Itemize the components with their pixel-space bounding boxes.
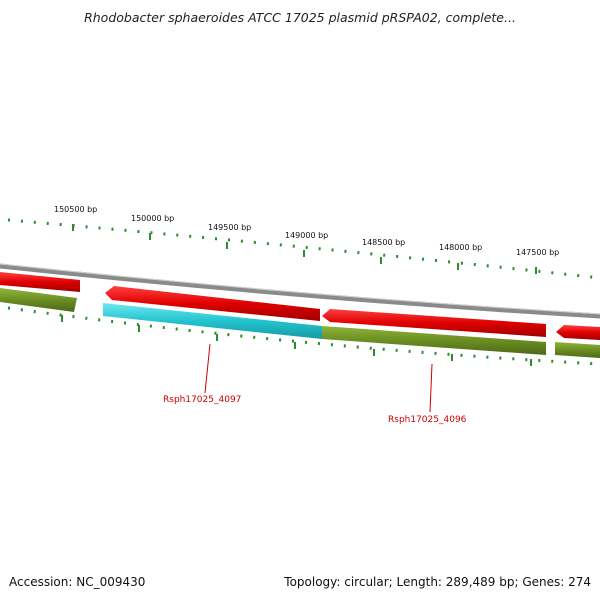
reverse-strand-genes (0, 288, 600, 358)
scale-label-147500: 147500 bp (516, 248, 559, 257)
accession-text: Accession: NC_009430 (9, 575, 146, 589)
map-title: Rhodobacter sphaeroides ATCC 17025 plasm… (84, 10, 516, 25)
gene-forward-1[interactable] (105, 286, 320, 321)
scale-label-150500: 150500 bp (54, 205, 97, 214)
scale-label-148500: 148500 bp (362, 238, 405, 247)
backbone-ring (0, 263, 600, 319)
forward-strand-genes (0, 272, 600, 340)
gene-forward-left[interactable] (0, 272, 80, 292)
leader-line-4096 (429, 363, 433, 413)
gene-rsph17025-4096[interactable] (322, 326, 546, 355)
inner-scale-ticks (7, 306, 600, 366)
scale-labels: 150500 bp 150000 bp 149500 bp 149000 bp … (54, 205, 559, 257)
scale-label-150000: 150000 bp (131, 214, 174, 223)
gene-reverse-left[interactable] (0, 288, 77, 312)
gene-forward-2[interactable] (322, 309, 546, 337)
gene-label-4097[interactable]: Rsph17025_4097 (163, 395, 241, 405)
leader-line-4097 (204, 343, 211, 394)
gene-reverse-right[interactable] (555, 342, 600, 358)
scale-label-149500: 149500 bp (208, 223, 251, 232)
topology-summary: Topology: circular; Length: 289,489 bp; … (284, 575, 591, 589)
outer-scale-ticks (7, 218, 600, 280)
scale-label-148000: 148000 bp (439, 243, 482, 252)
gene-label-4096[interactable]: Rsph17025_4096 (388, 415, 467, 425)
scale-label-149000: 149000 bp (285, 231, 328, 240)
gene-forward-3[interactable] (556, 325, 600, 340)
gene-rsph17025-4097[interactable] (103, 303, 322, 339)
